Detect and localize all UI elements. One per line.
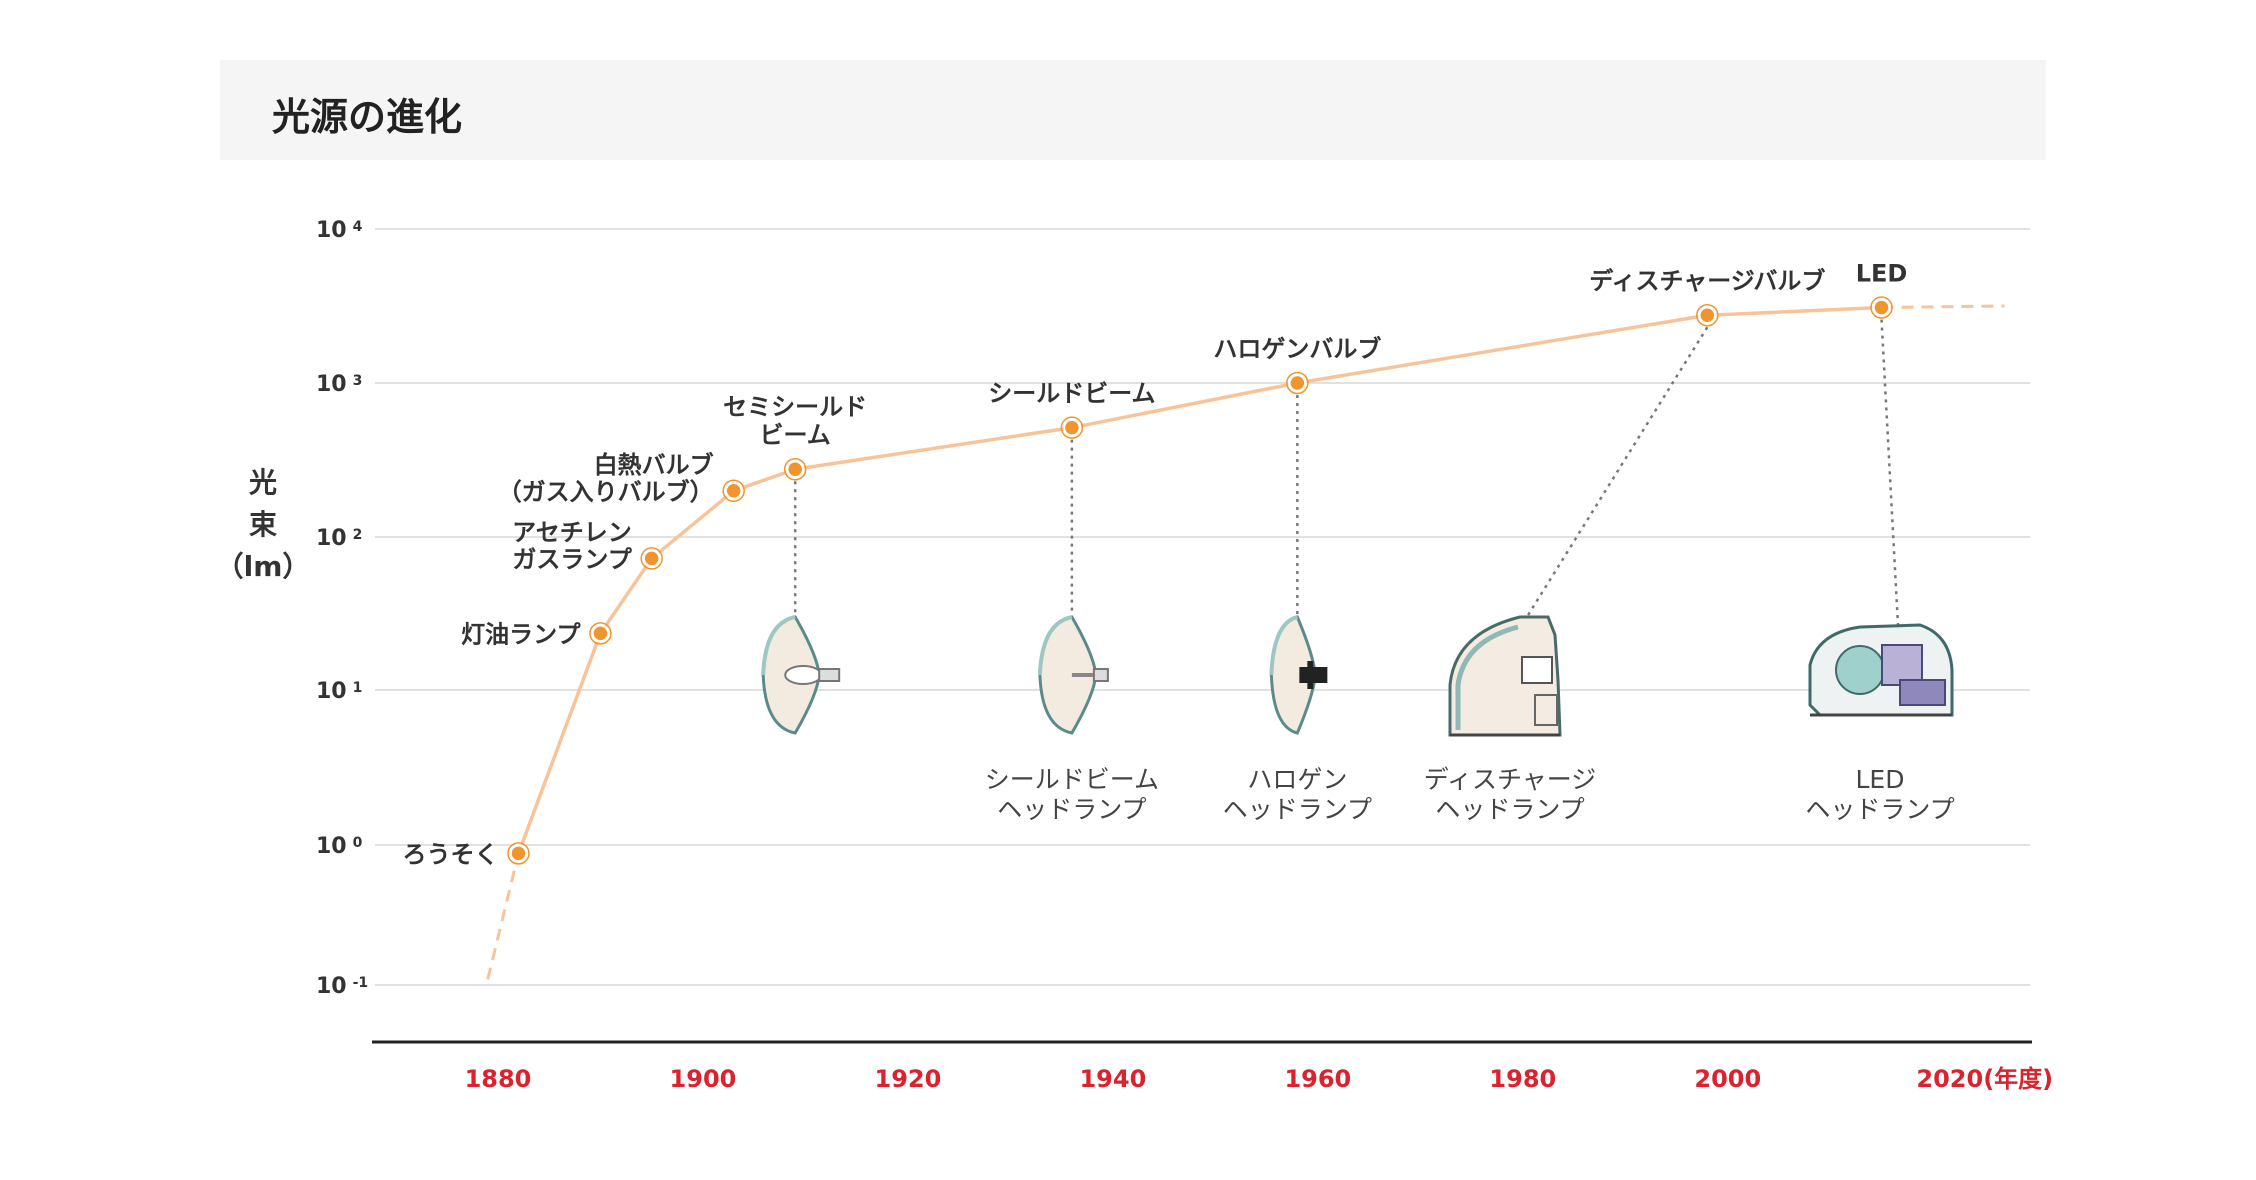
data-point: [724, 481, 743, 501]
data-point-ring: [722, 479, 745, 503]
point-label: アセチレンガスランプ: [512, 518, 633, 573]
y-axis-label: （lm）: [216, 550, 311, 583]
series-line: [516, 305, 1882, 855]
data-point-ring: [640, 547, 663, 570]
point-label: ろうそく: [402, 840, 498, 868]
data-point-ring: [1286, 371, 1309, 395]
point-label: 白熱バルブ（ガス入りバルブ）: [498, 451, 714, 506]
sealed-beam-headlamp-icon: [1037, 615, 1109, 735]
data-point-ring: [1696, 303, 1719, 327]
data-point-ring: [1870, 296, 1893, 319]
y-tick-label: 10 3: [316, 372, 362, 397]
y-tick-label: 10 -1: [316, 974, 368, 999]
page-title: 光源の進化: [272, 95, 463, 139]
data-point: [591, 624, 610, 643]
series-dashed-start: [486, 853, 520, 980]
headlamp-caption: ハロゲンヘッドランプ: [1223, 765, 1372, 824]
y-axis-label: 光: [248, 466, 277, 499]
leader-line: [1880, 319, 1900, 626]
data-point: [1698, 305, 1717, 325]
data-point: [642, 549, 661, 568]
x-tick-label: 2020(年度): [1916, 1065, 2053, 1093]
headlamp-caption: ディスチャージヘッドランプ: [1424, 765, 1597, 824]
data-point-ring: [589, 622, 612, 645]
led-headlamp-icon: [1808, 623, 1954, 717]
y-tick-label: 10 2: [316, 526, 362, 551]
x-tick-label: 1920: [875, 1065, 942, 1093]
headlamp-caption: シールドビームヘッドランプ: [985, 765, 1159, 824]
x-tick-label: 2000: [1694, 1065, 1761, 1093]
x-tick-label: 1880: [465, 1065, 532, 1093]
series-dashed-end: [1881, 304, 2005, 310]
point-label: シールドビーム: [988, 380, 1155, 408]
x-tick-label: 1980: [1489, 1065, 1556, 1093]
data-point-ring: [783, 457, 807, 481]
point-label: ディスチャージバルブ: [1589, 267, 1825, 295]
y-axis-label: 束: [249, 508, 277, 541]
y-tick-label: 10 0: [316, 834, 363, 859]
data-point-ring: [1060, 416, 1084, 439]
semi-sealed-beam-lamp-icon: [761, 615, 841, 735]
x-tick-label: 1940: [1079, 1065, 1146, 1093]
discharge-headlamp-icon: [1448, 615, 1562, 737]
data-point: [785, 459, 805, 479]
data-point: [1062, 418, 1082, 437]
x-tick-label: 1900: [670, 1065, 737, 1093]
headlamp-caption: LED ヘッドランプ: [1805, 765, 1954, 824]
halogen-headlamp-icon: [1269, 615, 1328, 735]
data-point-ring: [507, 842, 530, 865]
title-bar: 光源の進化: [220, 60, 2046, 160]
data-point: [509, 844, 528, 863]
data-point: [1288, 373, 1307, 393]
point-label: 灯油ランプ: [461, 620, 581, 648]
leader-line: [1523, 326, 1709, 621]
data-point: [1872, 298, 1891, 317]
y-tick-label: 10 1: [316, 679, 362, 704]
x-tick-label: 1960: [1284, 1065, 1351, 1093]
point-label: LED: [1856, 260, 1908, 288]
point-label: ハロゲンバルブ: [1213, 335, 1381, 363]
y-tick-label: 10 4: [316, 218, 363, 243]
point-label: セミシールドビーム: [723, 393, 867, 449]
